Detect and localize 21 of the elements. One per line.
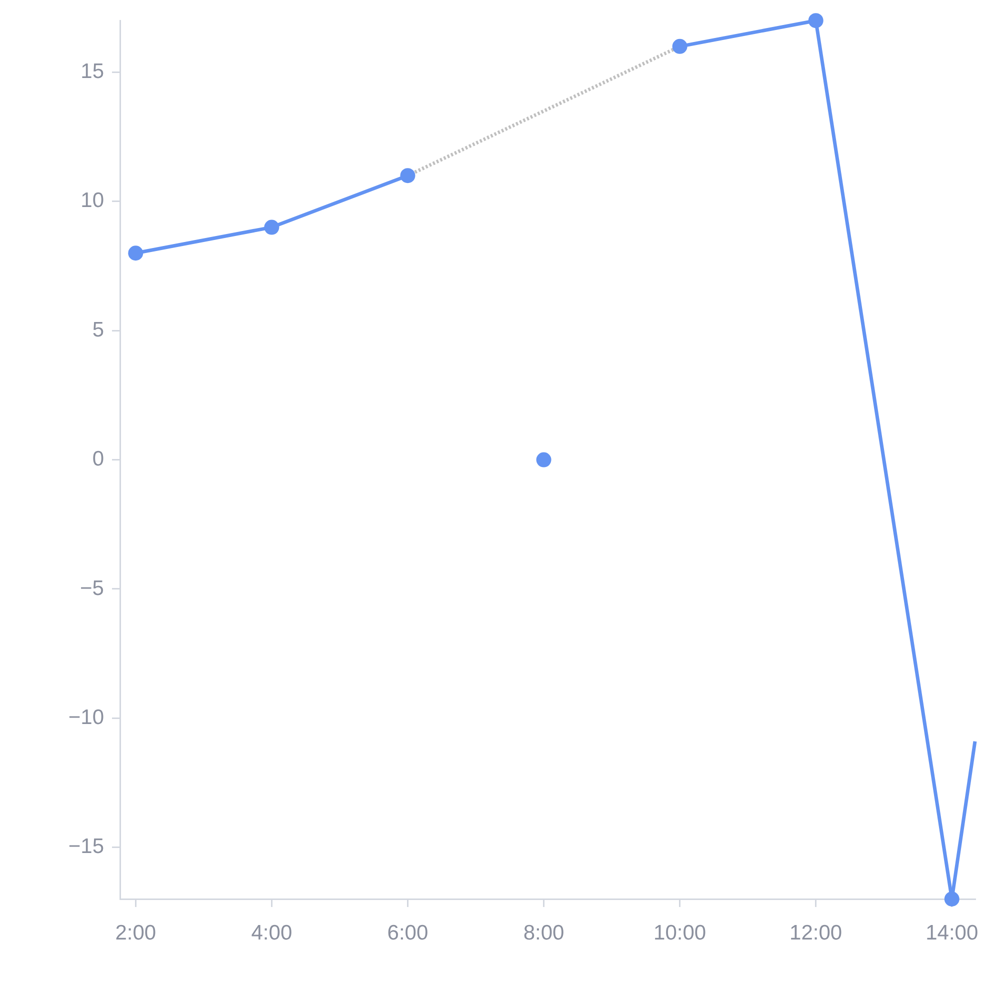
point (264, 220, 280, 235)
y-tick-label: −10 (68, 706, 104, 729)
x-tick-label: 6:00 (387, 921, 428, 944)
y-tick-label: 5 (92, 318, 104, 342)
x-tick-label: 14:00 (926, 921, 978, 944)
y-tick-label: −5 (80, 576, 104, 600)
y-tick-label: 0 (92, 448, 104, 471)
x-tick-label: 4:00 (251, 921, 292, 944)
x-tick-label: 2:00 (115, 921, 156, 944)
point (944, 892, 960, 906)
x-tick-label: 12:00 (790, 921, 842, 944)
y-tick-label: 15 (80, 60, 104, 84)
x-tick-label: 8:00 (523, 921, 564, 944)
point (536, 452, 552, 468)
y-tick-label: −15 (68, 835, 104, 858)
point (808, 13, 824, 28)
point (400, 168, 416, 184)
point (128, 246, 144, 261)
y-tick-label: 10 (80, 189, 104, 212)
point (672, 38, 688, 54)
x-tick-label: 10:00 (654, 921, 706, 944)
